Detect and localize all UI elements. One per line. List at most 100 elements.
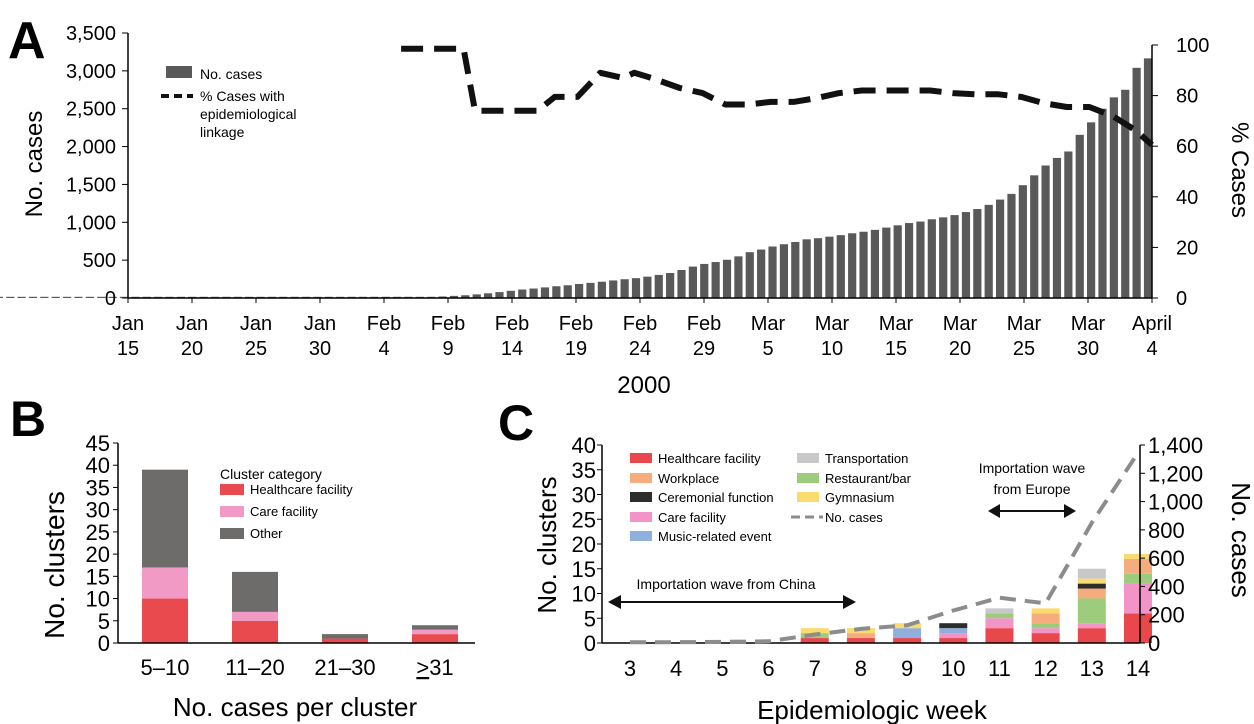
- panel-a-bar: [666, 273, 675, 298]
- panel-a-bar: [1018, 185, 1027, 298]
- panel-a-bar: [1041, 165, 1050, 298]
- annotation-europe-text-2: from Europe: [993, 481, 1070, 497]
- panel-c-bar-segment: [1124, 553, 1152, 559]
- panel-a-bar: [654, 274, 663, 298]
- panel-a-bar: [961, 212, 971, 298]
- panel-a-bar: [631, 278, 641, 298]
- panel-a-bar: [1030, 175, 1039, 298]
- panel-a-bar: [529, 288, 538, 298]
- panel-c-legend-label: Ceremonial function: [658, 490, 774, 505]
- panel-b-y-axis-label: No. clusters: [39, 491, 70, 639]
- panel-c-legend-label: Healthcare facility: [658, 451, 761, 466]
- panel-c-x-tick-label: 14: [1126, 656, 1150, 681]
- panel-a-bar: [791, 241, 800, 298]
- panel-a-x-tick-label-month: Feb: [431, 313, 465, 335]
- panel-c-x-tick-label: 5: [716, 656, 728, 681]
- panel-c-legend-label: No. cases: [825, 510, 883, 525]
- panel-b-legend-label: Healthcare facility: [250, 482, 353, 497]
- panel-c-bar-segment: [1077, 583, 1106, 589]
- panel-c-y-tick-label: 25: [572, 507, 596, 532]
- panel-b-y-tick-label: 30: [86, 498, 110, 523]
- panel-c-y-tick-label: 35: [572, 458, 596, 483]
- panel-a-y-tick-label: 3,000: [66, 61, 116, 83]
- panel-a-bar: [97, 296, 106, 298]
- panel-b-label: B: [10, 391, 46, 447]
- panel-c-legend-label: Transportation: [825, 451, 908, 466]
- panel-a-bar: [17, 296, 26, 298]
- panel-a-bar: [472, 294, 481, 298]
- panel-c-legend-label: Workplace: [658, 471, 719, 486]
- panel-a-bar: [575, 283, 584, 298]
- legend-label-linkage-line: % Cases with: [200, 88, 285, 104]
- panel-a-bar: [597, 281, 606, 298]
- panel-c-bar-segment: [800, 638, 829, 643]
- panel-c-bar-segment: [939, 623, 968, 629]
- panel-a-y2-tick-label: 40: [1176, 187, 1198, 209]
- panel-a-bar: [0, 296, 3, 298]
- panel-c-y2-tick-label: 1,000: [1148, 490, 1203, 515]
- panel-b-legend-title: Cluster category: [220, 466, 322, 482]
- panel-c-bar-segment: [1077, 588, 1106, 599]
- panel-b-y-tick-label: 5: [98, 609, 110, 634]
- panel-a-bar: [643, 276, 652, 298]
- panel-c: 40353025201510501,4001,2001,000800600400…: [532, 433, 1254, 724]
- panel-a-x-tick-label-month: Jan: [304, 313, 336, 335]
- panel-a-y-tick-label: 2,000: [66, 137, 116, 159]
- panel-c-legend-label: Care facility: [658, 510, 726, 525]
- panel-c-bar-segment: [985, 608, 1014, 614]
- panel-a-legend: No. cases % Cases with epidemiological lin…: [161, 66, 297, 140]
- panel-c-x-tick-label: 6: [762, 656, 774, 681]
- panel-c-y2-tick-label: 0: [1148, 631, 1160, 656]
- panel-b-y-tick-label: 10: [86, 587, 110, 612]
- panel-a-bar: [449, 295, 459, 298]
- panel-a-bar: [74, 296, 83, 298]
- panel-a: 3,5003,0002,5002,0001,5001,0005000100806…: [0, 23, 1253, 399]
- panel-a-y-tick-label: 2,500: [66, 99, 116, 121]
- panel-a-x-tick-label-day: 25: [1013, 338, 1035, 360]
- panel-a-x-tick-label-day: 30: [309, 338, 331, 360]
- panel-c-legend-swatch: [630, 512, 652, 522]
- panel-b-bar-segment: [412, 625, 458, 630]
- panel-b-bar-segment: [412, 629, 458, 635]
- panel-a-bar: [734, 256, 743, 298]
- panel-c-legend-swatch: [630, 473, 652, 483]
- panel-c-legend-swatch: [630, 492, 652, 502]
- panel-a-bars: [0, 58, 1153, 299]
- panel-a-bar: [495, 292, 504, 298]
- panel-b-bar-segment: [142, 598, 188, 643]
- panel-c-x-tick-label: 12: [1033, 656, 1057, 681]
- panel-a-bar: [700, 263, 709, 298]
- panel-a-x-axis-label: 2000: [617, 372, 670, 399]
- panel-c-x-tick-label: 4: [670, 656, 682, 681]
- panel-b-x-tick-label: 5–10: [141, 655, 190, 680]
- panel-c-label: C: [498, 395, 534, 451]
- panel-c-bar-segment: [1124, 558, 1152, 574]
- legend-label-no-cases: No. cases: [200, 66, 262, 82]
- legend-label-linkage: % Cases with epidemiological linkage: [200, 88, 297, 140]
- panel-b-y-tick-label: 25: [86, 520, 110, 545]
- panel-c-bar-segment: [893, 628, 922, 639]
- panel-a-x-tick-label-month: Feb: [623, 313, 657, 335]
- panel-c-bar-segment: [1124, 613, 1152, 643]
- panel-a-y2-tick-label: 60: [1176, 136, 1198, 158]
- panel-c-bar-segment: [1077, 568, 1106, 579]
- panel-b-bar-segment: [412, 634, 458, 643]
- panel-a-bar: [51, 296, 60, 298]
- panel-c-axes: 40353025201510501,4001,2001,000800600400…: [572, 433, 1204, 681]
- panel-a-x-tick-label-month: April: [1132, 313, 1172, 335]
- panel-a-bar: [1007, 193, 1016, 298]
- panel-b-bar-segment: [232, 571, 278, 612]
- panel-b-bars: [142, 469, 458, 643]
- panel-a-bar: [518, 289, 527, 298]
- panel-a-x-tick-label-month: Jan: [176, 313, 208, 335]
- panel-c-y-tick-label: 20: [572, 532, 596, 557]
- panel-c-bar-segment: [846, 633, 875, 639]
- panel-b-bar-segment: [232, 620, 278, 643]
- panel-a-x-tick-label-month: Feb: [495, 313, 529, 335]
- panel-b-bar-segment: [322, 638, 368, 643]
- panel-a-bar: [995, 199, 1005, 298]
- panel-a-x-tick-label-month: Mar: [815, 313, 850, 335]
